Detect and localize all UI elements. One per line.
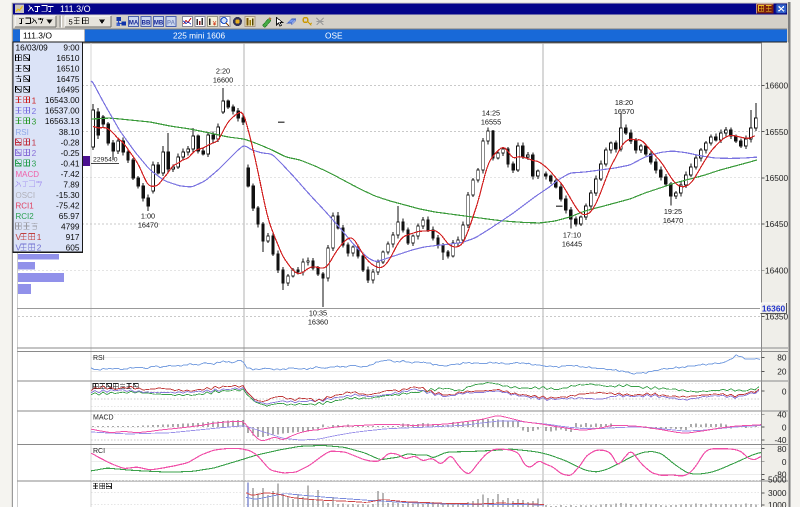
svg-text:16600: 16600	[213, 75, 233, 84]
svg-text:16500: 16500	[765, 173, 788, 183]
svg-text:0: 0	[782, 457, 787, 467]
svg-text:16543.00: 16543.00	[45, 95, 80, 105]
svg-text:16563.13: 16563.13	[45, 116, 80, 126]
svg-text:2: 2	[32, 149, 37, 158]
svg-text:225 mini 1606: 225 mini 1606	[173, 31, 226, 41]
svg-text:111.3/O: 111.3/O	[23, 31, 52, 41]
svg-text:16/03/09: 16/03/09	[16, 43, 49, 53]
svg-text:16537.00: 16537.00	[45, 106, 80, 116]
svg-text:2:20: 2:20	[216, 67, 230, 76]
svg-text:5000: 5000	[768, 475, 787, 485]
svg-text:2: 2	[32, 107, 37, 116]
svg-text:OSCI: OSCI	[16, 191, 36, 200]
svg-text:-0.41: -0.41	[61, 158, 80, 168]
svg-text:111.3/O: 111.3/O	[60, 4, 91, 14]
svg-text:1000: 1000	[768, 500, 787, 507]
svg-text:RCI2: RCI2	[16, 212, 35, 221]
svg-text:16400: 16400	[765, 265, 788, 275]
svg-text:PA: PA	[167, 20, 176, 26]
svg-text:16495: 16495	[56, 85, 79, 95]
svg-text:9:00: 9:00	[63, 43, 80, 53]
svg-text:5: 5	[69, 18, 73, 27]
svg-text:38.10: 38.10	[59, 127, 80, 137]
svg-text:-0.28: -0.28	[61, 137, 80, 147]
svg-text:40: 40	[777, 409, 787, 419]
svg-text:3: 3	[32, 117, 37, 126]
svg-text:¥: ¥	[213, 21, 217, 28]
svg-text:3000: 3000	[768, 488, 787, 498]
svg-text:22954.0: 22954.0	[93, 157, 118, 164]
svg-text:RSI: RSI	[93, 355, 105, 362]
svg-text:16570: 16570	[614, 107, 634, 116]
svg-text:4799: 4799	[61, 221, 80, 231]
svg-text:14:25: 14:25	[482, 109, 500, 118]
svg-text:16550: 16550	[765, 127, 788, 137]
svg-text:1: 1	[32, 96, 37, 105]
svg-text:16360: 16360	[762, 303, 786, 313]
svg-text:1: 1	[32, 138, 37, 147]
svg-text:10:35: 10:35	[309, 309, 327, 318]
svg-text:16450: 16450	[765, 219, 788, 229]
svg-text:-80: -80	[775, 470, 787, 480]
svg-text:16510: 16510	[56, 53, 79, 63]
svg-text:-40: -40	[775, 435, 787, 445]
svg-text:BB: BB	[142, 20, 151, 26]
svg-text:16360: 16360	[308, 317, 328, 326]
svg-text:0: 0	[782, 422, 787, 432]
svg-text:2: 2	[37, 244, 42, 253]
svg-text:V: V	[16, 244, 22, 253]
svg-text:16470: 16470	[138, 220, 158, 229]
svg-text:RCI: RCI	[93, 448, 105, 455]
svg-text:16510: 16510	[56, 64, 79, 74]
svg-text:-75.42: -75.42	[56, 200, 80, 210]
svg-text:MACD: MACD	[93, 414, 114, 421]
svg-text:80: 80	[777, 444, 787, 454]
svg-text:RSI: RSI	[16, 128, 29, 137]
svg-text:3: 3	[32, 159, 37, 168]
svg-text:17:10: 17:10	[563, 231, 581, 240]
svg-text:0: 0	[782, 386, 787, 396]
svg-text:19:25: 19:25	[664, 207, 682, 216]
svg-text:16600: 16600	[765, 81, 788, 91]
svg-text:917: 917	[66, 232, 80, 242]
svg-text:16350: 16350	[765, 312, 788, 322]
svg-text:20: 20	[777, 367, 787, 377]
svg-text:OSE: OSE	[325, 31, 343, 41]
svg-text:16555: 16555	[481, 117, 501, 126]
svg-text:RCI1: RCI1	[16, 201, 35, 210]
svg-text:605: 605	[66, 243, 80, 253]
svg-text:-0.25: -0.25	[61, 148, 80, 158]
svg-text:65.97: 65.97	[59, 211, 80, 221]
svg-text:1: 1	[37, 233, 42, 242]
svg-text:-15.30: -15.30	[56, 190, 80, 200]
svg-text:16470: 16470	[663, 216, 683, 225]
svg-text:16445: 16445	[562, 239, 582, 248]
svg-text:80: 80	[777, 353, 787, 363]
svg-text:1:00: 1:00	[141, 212, 155, 221]
svg-text:18:20: 18:20	[615, 98, 633, 107]
svg-text:16475: 16475	[56, 74, 79, 84]
svg-text:V: V	[16, 233, 22, 242]
svg-text:MA: MA	[129, 20, 139, 26]
svg-text:MACD: MACD	[16, 170, 40, 179]
svg-text:MB: MB	[154, 20, 164, 26]
svg-text:-7.42: -7.42	[61, 169, 80, 179]
svg-text:7.89: 7.89	[63, 179, 80, 189]
